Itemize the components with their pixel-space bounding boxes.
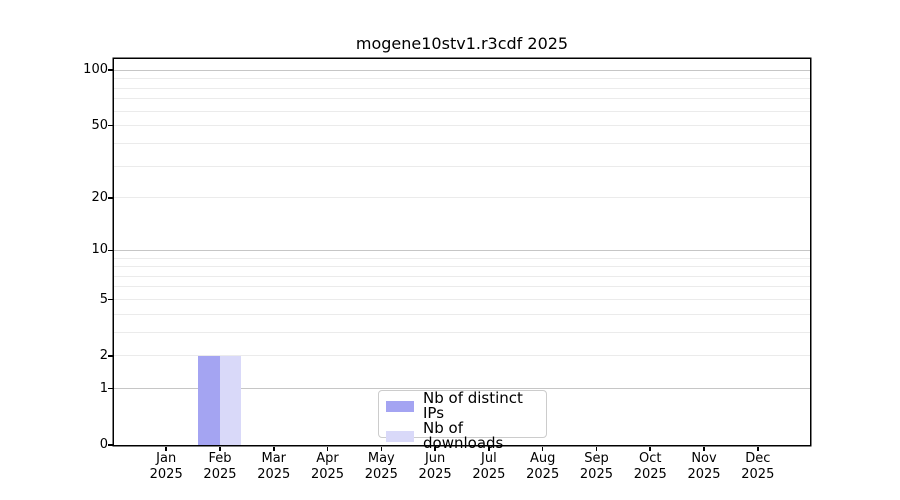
bar-downloads — [219, 355, 242, 445]
legend-label-downloads: Nb of downloads — [423, 419, 504, 452]
legend-swatch-distinct-ips — [386, 400, 414, 412]
x-tick-label: Dec 2025 — [741, 451, 775, 482]
gridline-minor — [114, 197, 810, 199]
x-tick-label: Jun 2025 — [418, 451, 452, 482]
x-tick-mark — [595, 446, 598, 451]
y-tick-mark — [108, 355, 113, 357]
gridline-minor — [114, 142, 810, 144]
legend-swatch-downloads — [386, 430, 414, 442]
y-tick-label: 0 — [99, 437, 108, 452]
x-tick-label: Feb 2025 — [203, 451, 237, 482]
gridline-minor — [114, 286, 810, 288]
y-tick-label: 10 — [91, 242, 108, 258]
x-tick-label: Jan 2025 — [149, 451, 183, 482]
x-tick-mark — [434, 446, 436, 451]
gridline-minor — [114, 266, 810, 268]
x-tick-mark — [273, 446, 275, 451]
x-tick-mark — [219, 446, 221, 451]
x-tick-label: Mar 2025 — [257, 451, 291, 482]
y-tick-label: 1 — [99, 380, 108, 396]
x-tick-label: Apr 2025 — [310, 451, 345, 482]
y-tick-label: 2 — [99, 347, 108, 363]
y-tick-mark — [108, 444, 113, 446]
x-tick-label: Aug 2025 — [526, 451, 560, 482]
legend-label-distinct-ips: Nb of distinct IPs — [423, 389, 523, 422]
x-tick-mark — [541, 446, 544, 451]
x-tick-mark — [649, 446, 651, 451]
chart-title: mogene10stv1.r3cdf 2025 — [355, 34, 569, 53]
gridline-major — [114, 249, 810, 251]
y-tick-mark — [108, 69, 113, 71]
gridline-minor — [114, 87, 810, 89]
x-tick-mark — [488, 446, 490, 451]
x-tick-mark — [703, 446, 705, 451]
x-tick-mark — [380, 446, 383, 451]
gridline-minor — [114, 355, 810, 357]
plot-area — [114, 59, 810, 445]
x-tick-label: Nov 2025 — [687, 451, 721, 482]
gridline-minor — [114, 299, 810, 300]
y-tick-mark — [108, 298, 113, 301]
bar-distinct-ips — [198, 355, 220, 445]
x-tick-mark — [165, 446, 167, 451]
gridline-minor — [114, 165, 810, 167]
y-tick-mark — [108, 124, 113, 127]
gridline-minor — [114, 331, 810, 333]
x-tick-label: May 2025 — [364, 451, 398, 482]
legend-item-downloads: Nb of downloads — [386, 421, 546, 451]
gridline-minor — [114, 110, 810, 112]
legend-item-distinct-ips: Nb of distinct IPs — [386, 391, 546, 421]
gridline-minor — [114, 98, 810, 100]
y-tick-mark — [108, 249, 113, 252]
gridline-minor — [114, 313, 810, 315]
y-tick-label: 100 — [83, 62, 108, 78]
x-tick-label: Oct 2025 — [633, 451, 667, 482]
y-tick-label: 20 — [91, 189, 108, 205]
x-tick-mark — [326, 446, 329, 451]
x-tick-label: Sep 2025 — [579, 451, 613, 482]
x-tick-mark — [757, 446, 759, 451]
gridline-minor — [114, 78, 810, 80]
legend: Nb of distinct IPs Nb of downloads — [378, 390, 547, 451]
y-tick-label: 5 — [99, 291, 108, 307]
gridline-minor — [114, 275, 810, 277]
y-tick-label: 50 — [91, 117, 108, 133]
gridline-minor — [114, 257, 810, 259]
y-tick-mark — [108, 387, 113, 390]
y-tick-mark — [108, 197, 113, 199]
gridline-minor — [114, 125, 810, 127]
gridline-major — [114, 388, 810, 390]
x-tick-label: Jul 2025 — [472, 451, 506, 482]
gridline-major — [114, 69, 810, 71]
